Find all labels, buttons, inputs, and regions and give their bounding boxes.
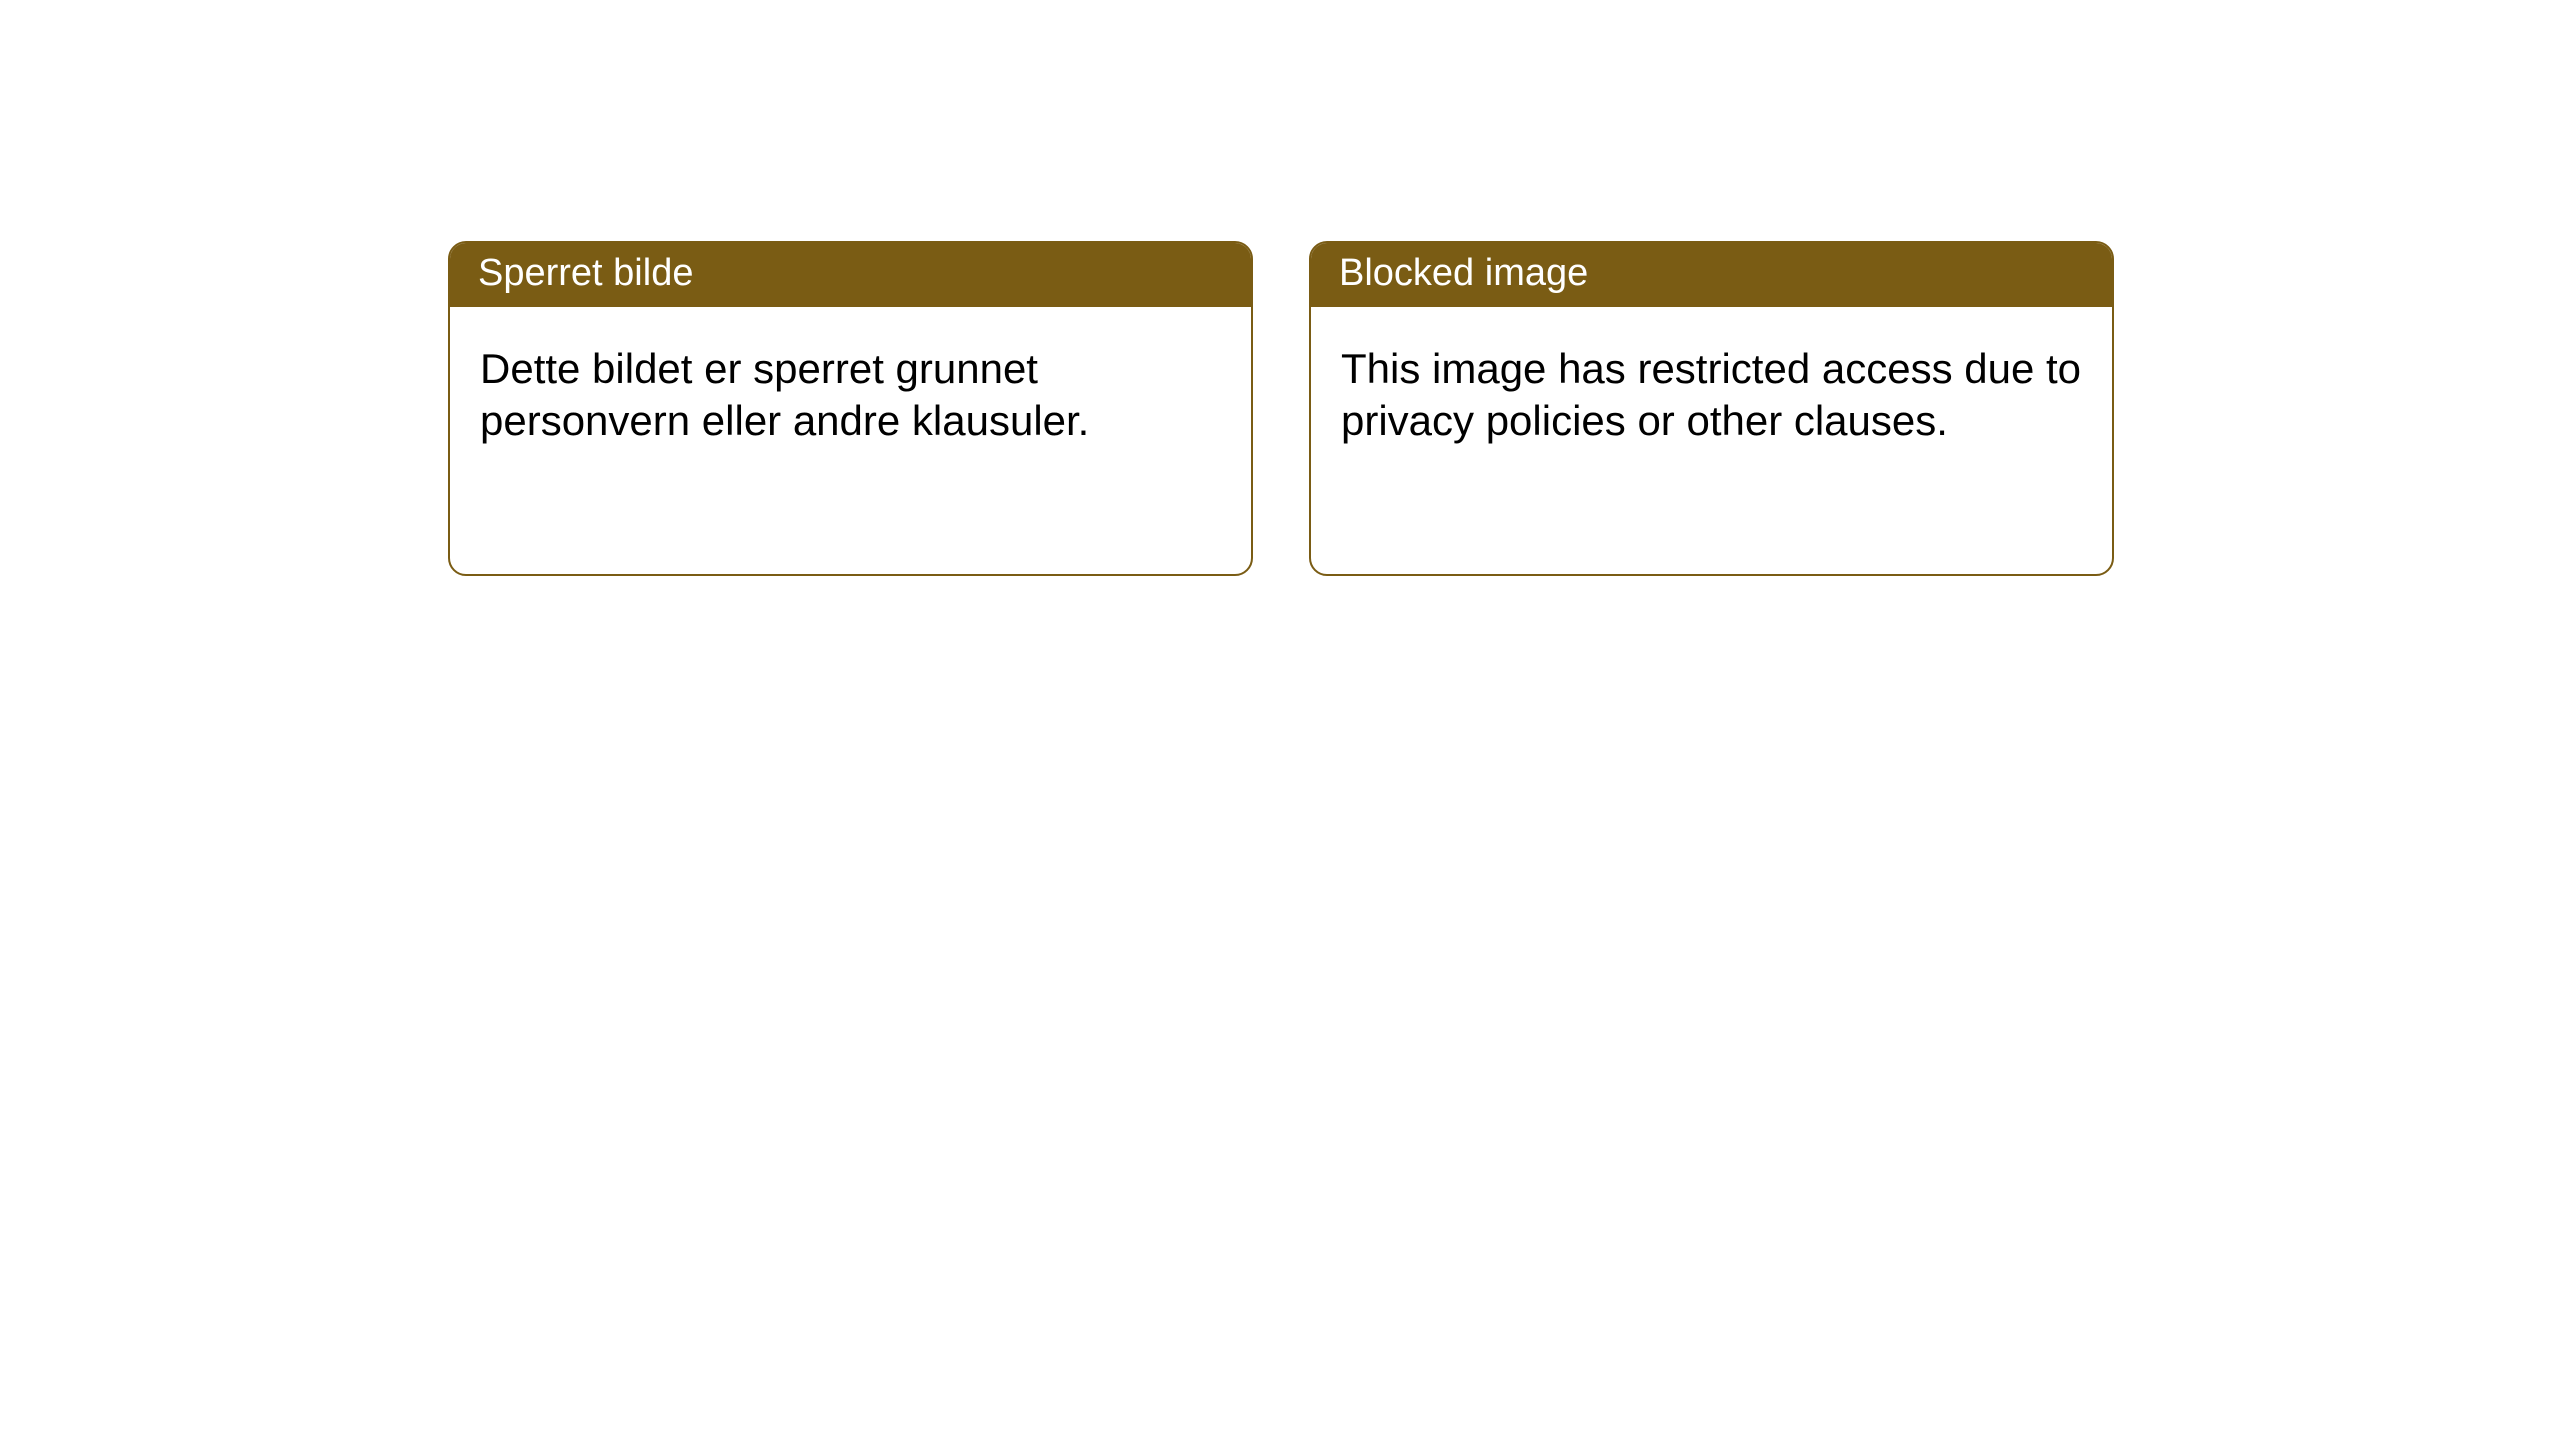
card-body-en: This image has restricted access due to … [1311,307,2112,477]
blocked-image-card-en: Blocked image This image has restricted … [1309,241,2114,576]
card-header-en: Blocked image [1311,243,2112,307]
blocked-image-card-no: Sperret bilde Dette bildet er sperret gr… [448,241,1253,576]
card-body-no: Dette bildet er sperret grunnet personve… [450,307,1251,477]
card-header-no: Sperret bilde [450,243,1251,307]
notice-container: Sperret bilde Dette bildet er sperret gr… [0,0,2560,576]
